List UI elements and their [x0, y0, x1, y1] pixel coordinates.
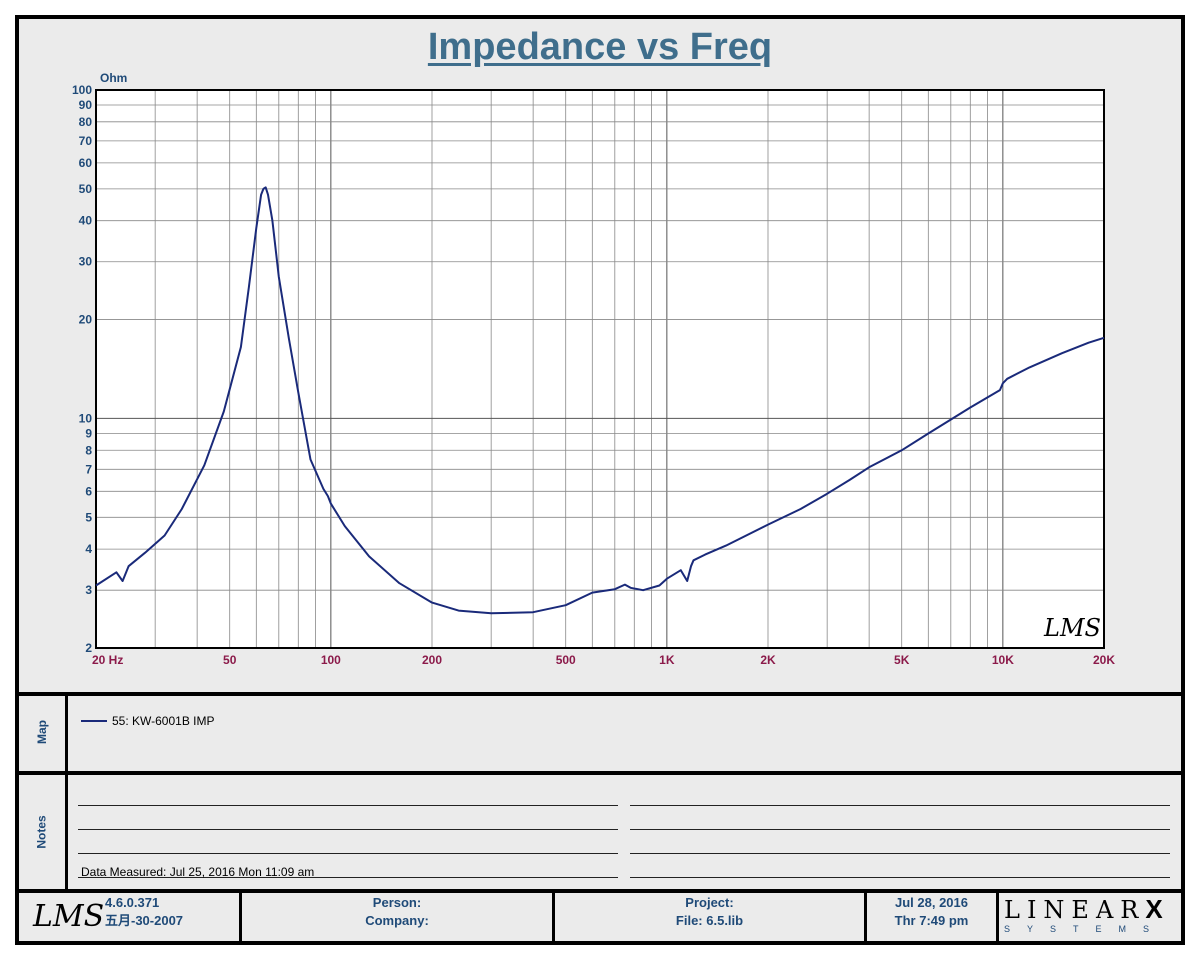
person-label: Person: [372, 895, 422, 910]
y-tick-label: 9 [85, 426, 92, 440]
note-line-left-2 [78, 829, 618, 830]
y-tick-label: 5 [85, 510, 92, 524]
systems-wordmark: SYSTEMS [1004, 924, 1167, 934]
datetime-block: Jul 28, 2016 Thr 7:49 pm [867, 894, 996, 930]
y-tick-label: 80 [79, 115, 93, 129]
x-tick-label: 50 [223, 653, 237, 667]
divider-plot-map [19, 692, 1181, 696]
y-tick-label: 6 [85, 484, 92, 498]
footer-separator-1 [239, 893, 242, 941]
plot-area [96, 90, 1104, 648]
x-tick-label: 200 [422, 653, 442, 667]
x-tick-label: 20 Hz [92, 653, 123, 667]
y-tick-label: 7 [85, 462, 92, 476]
y-tick-label: 10 [79, 411, 93, 425]
file-label: File: 6.5.lib [675, 913, 744, 928]
project-block: Project: File: 6.5.lib [555, 894, 864, 930]
y-tick-label: 90 [79, 98, 93, 112]
y-axis-label: Ohm [100, 71, 127, 85]
note-line-left-4 [78, 877, 618, 878]
y-tick-label: 20 [79, 313, 93, 327]
x-tick-label: 100 [321, 653, 341, 667]
plot-border [95, 89, 1105, 649]
notes-panel-label: Notes [35, 815, 49, 849]
y-tick-label: 8 [85, 443, 92, 457]
x-tick-label: 1K [659, 653, 675, 667]
x-tick-label: 10K [992, 653, 1014, 667]
note-line-right-2 [630, 829, 1170, 830]
notes-separator [65, 775, 68, 889]
footer-separator-3 [864, 893, 867, 941]
y-tick-label: 100 [72, 83, 92, 97]
y-tick-label: 60 [79, 156, 93, 170]
x-tick-label: 500 [556, 653, 576, 667]
version-date: 五月-30-2007 [105, 913, 184, 928]
x-tick-label: 2K [760, 653, 776, 667]
company-label: Company: [365, 913, 429, 928]
x-tick-label: 20K [1093, 653, 1115, 667]
y-tick-label: 2 [85, 641, 92, 655]
print-time: Thr 7:49 pm [894, 913, 969, 928]
y-tick-label: 50 [79, 182, 93, 196]
legend-swatch [81, 720, 107, 722]
footer-separator-4 [996, 893, 999, 941]
linearx-x-mark: X [1145, 894, 1163, 924]
y-tick-label: 3 [85, 583, 92, 597]
y-tick-label: 40 [79, 214, 93, 228]
lms-footer-logo: LMS [33, 899, 105, 934]
divider-notes-footer [19, 889, 1181, 893]
linearx-logo: LINEARX SYSTEMS [1004, 894, 1174, 934]
divider-map-notes [19, 771, 1181, 775]
y-tick-label: 4 [85, 542, 92, 556]
note-line-right-3 [630, 853, 1170, 854]
map-panel-label: Map [35, 720, 49, 744]
note-line-right-1 [630, 805, 1170, 806]
person-block: Person: Company: [242, 894, 552, 930]
chart-title: Impedance vs Freq [427, 26, 773, 68]
note-line-right-4 [630, 877, 1170, 878]
map-separator [65, 696, 68, 771]
data-measured-text: Data Measured: Jul 25, 2016 Mon 11:09 am [81, 865, 315, 879]
note-line-left-1 [78, 805, 618, 806]
y-tick-label: 70 [79, 134, 93, 148]
print-date: Jul 28, 2016 [895, 895, 968, 910]
x-tick-label: 5K [894, 653, 910, 667]
y-tick-label: 30 [79, 255, 93, 269]
linearx-wordmark: LINEAR [1004, 896, 1146, 924]
lms-watermark: LMS [1043, 614, 1101, 642]
series-line [95, 186, 1105, 615]
version-number: 4.6.0.371 [105, 895, 160, 910]
footer-separator-2 [552, 893, 555, 941]
project-label: Project: [685, 895, 734, 910]
legend-entry: 55: KW-6001B IMP [81, 714, 215, 728]
legend-label: 55: KW-6001B IMP [112, 714, 215, 728]
note-line-left-3 [78, 853, 618, 854]
version-block: 4.6.0.371 五月-30-2007 [105, 894, 183, 930]
